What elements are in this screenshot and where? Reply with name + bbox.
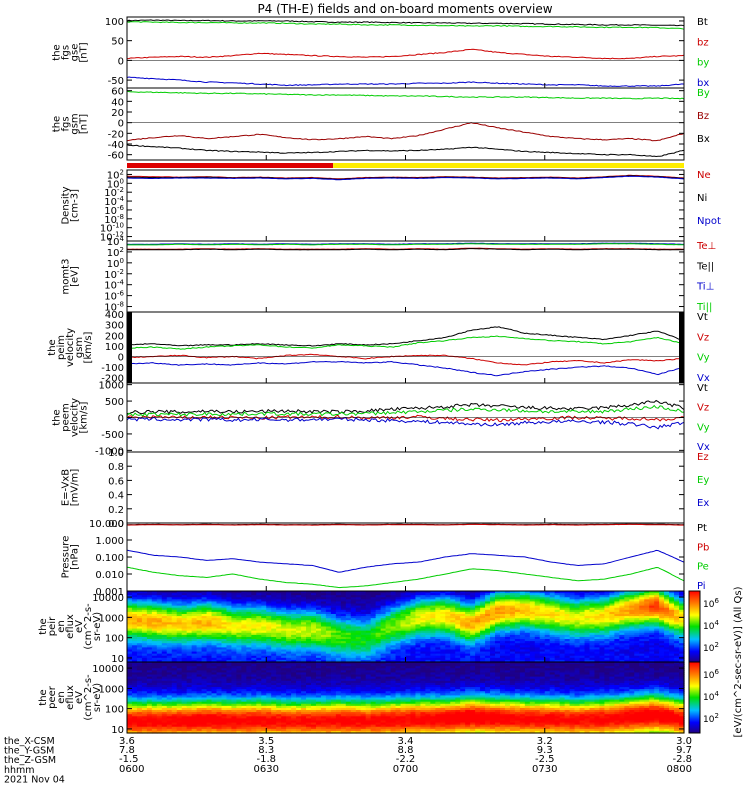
- legend-entry-efield-0: Ez: [697, 452, 709, 463]
- legend-entry-peim_velocity-0: Vt: [697, 312, 708, 323]
- y-tick-label: 60: [111, 87, 124, 98]
- y-tick-label: 0.8: [108, 462, 124, 473]
- y-axis-label: Pressure[nPa]: [61, 536, 81, 579]
- panel-frame: [127, 241, 684, 312]
- y-tick-label: 0: [118, 414, 124, 425]
- y-tick-label: 300: [105, 321, 124, 332]
- y-tick-label: 20: [111, 108, 124, 119]
- y-tick-label: 0.6: [108, 476, 124, 487]
- legend-entry-fgs_gsm-1: Bz: [697, 111, 709, 122]
- y-tick-label: -100: [101, 363, 124, 374]
- y-tick-label: -50: [108, 76, 124, 87]
- legend-entry-efield-2: Ex: [697, 498, 709, 509]
- y-axis-label: Density[cm-3]: [61, 186, 81, 224]
- y-tick-label: -60: [108, 151, 124, 162]
- edge-marker: [127, 312, 132, 383]
- y-tick-label: 100: [105, 17, 124, 28]
- legend-entry-fgs-0: Bt: [697, 17, 708, 28]
- y-tick-label: 500: [105, 397, 124, 408]
- y-tick-label: 0.010: [95, 570, 124, 581]
- legend-entry-fgs-2: by: [697, 58, 709, 69]
- legend-entry-pressure-2: Pe: [697, 562, 709, 573]
- panel-peem_velocity: [127, 383, 684, 452]
- panel-fgs: [127, 17, 684, 88]
- y-axis-label: thefgsgse[nT]: [52, 42, 90, 62]
- panel-peer_spectrogram: [127, 662, 685, 734]
- y-tick-label: 0: [118, 353, 124, 364]
- legend-entry-density-1: Ni: [697, 193, 707, 204]
- panel-density: [127, 170, 684, 241]
- panel-frame: [127, 312, 684, 383]
- panel-temperature: [127, 241, 684, 312]
- y-tick-label: 50: [111, 37, 124, 48]
- series-line-peem_velocity-0: [127, 401, 684, 415]
- legend-entry-fgs_gsm-2: Bx: [697, 134, 710, 145]
- y-tick-label: 100: [105, 342, 124, 353]
- series-line-fgs_gsm-2: [127, 145, 684, 157]
- legend-entry-temperature-0: Te⊥: [696, 241, 716, 252]
- panel-fgs_gsm: [127, 88, 684, 160]
- legend-entry-peem_velocity-0: Vt: [697, 383, 708, 394]
- legend-entry-peim_velocity-1: Vz: [697, 332, 709, 343]
- y-axis-label: E=-VxB[mV/m]: [61, 469, 81, 507]
- legend-entry-peem_velocity-2: Vy: [697, 422, 710, 433]
- legend-entry-fgs_gsm-0: By: [697, 88, 710, 99]
- y-tick-label: 40: [111, 97, 124, 108]
- y-tick-label: -40: [108, 140, 124, 151]
- y-tick-label: 0.4: [108, 491, 124, 502]
- y-tick-label: 1.0: [108, 448, 124, 459]
- mode-bar-segment: [333, 163, 684, 168]
- legend-entry-density-0: Ne: [697, 170, 711, 181]
- legend-entry-fgs-1: bz: [697, 37, 709, 48]
- series-line-peim_velocity-3: [127, 362, 684, 376]
- panel-mode_bar: [127, 163, 684, 168]
- panel-frame: [127, 170, 684, 241]
- mode-bar-segment: [127, 163, 333, 168]
- legend-entry-pressure-3: Pi: [697, 581, 706, 592]
- y-tick-label: 10.000: [89, 519, 124, 530]
- y-axis-label: thepeirenefluxeV(cm^2-s-sr-eV): [38, 603, 103, 650]
- y-tick-label: 0.2: [108, 505, 124, 516]
- panel-frame: [127, 452, 684, 523]
- y-tick-label: 0: [118, 119, 124, 130]
- legend-entry-density-2: Npot: [697, 216, 721, 227]
- figure-title: P4 (TH-E) fields and on-board moments ov…: [257, 2, 552, 16]
- y-tick-label: 400: [105, 310, 124, 321]
- edge-marker: [679, 312, 684, 383]
- legend-entry-peem_velocity-1: Vz: [697, 403, 709, 414]
- y-tick-label: 1.000: [95, 536, 124, 547]
- y-tick-label: 10000: [92, 593, 124, 604]
- legend-entry-pressure-1: Pb: [697, 542, 709, 553]
- y-tick-label: 0: [118, 56, 124, 67]
- series-line-fgs-1: [127, 49, 684, 59]
- panel-efield: [127, 452, 684, 523]
- y-axis-label: thepeemvelocity[km/s]: [52, 398, 90, 437]
- y-tick-label: -20: [108, 129, 124, 140]
- panel-frame: [127, 17, 684, 88]
- y-tick-label: 0.100: [95, 553, 124, 564]
- panel-peim_velocity: [127, 312, 684, 383]
- legend-entry-peim_velocity-2: Vy: [697, 353, 710, 364]
- y-tick-label: -500: [101, 430, 124, 441]
- panel-peir_spectrogram: [127, 591, 685, 663]
- series-line-pressure-3: [127, 550, 684, 572]
- y-tick-label: 200: [105, 331, 124, 342]
- y-axis-label: momt3[eV]: [61, 259, 81, 295]
- legend-entry-temperature-2: Ti⊥: [696, 282, 714, 293]
- y-tick-label: 1000: [99, 381, 124, 392]
- series-line-fgs_gsm-1: [127, 123, 684, 141]
- series-line-fgs_gsm-0: [127, 91, 684, 99]
- legend-entry-temperature-1: Te||: [696, 261, 714, 272]
- panel-pressure: [127, 523, 684, 591]
- y-axis-label: thefgsgsm[nT]: [52, 113, 90, 134]
- series-line-peem_velocity-3: [127, 418, 684, 429]
- series-line-pressure-2: [127, 567, 684, 587]
- y-axis-label: thepeimvelocitygsm[km/s]: [47, 328, 94, 367]
- legend-entry-pressure-0: Pt: [697, 523, 707, 534]
- legend-entry-efield-1: Ey: [697, 475, 709, 486]
- y-tick-label: 100: [105, 634, 124, 645]
- series-line-pressure-1: [127, 524, 684, 525]
